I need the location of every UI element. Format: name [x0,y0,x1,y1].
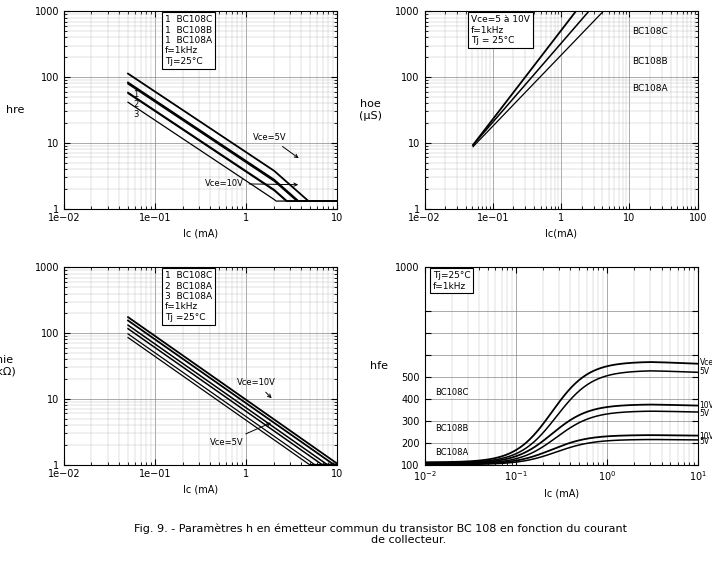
Text: 5V: 5V [700,409,710,418]
Text: 3: 3 [133,110,138,119]
X-axis label: Ic (mA): Ic (mA) [544,489,579,499]
Text: Vce=10V: Vce=10V [204,179,297,188]
Text: BC108A: BC108A [632,84,668,93]
Text: 5V: 5V [700,367,710,376]
Text: BC108C: BC108C [632,27,668,36]
Text: 10V: 10V [700,401,712,410]
Text: BC108B: BC108B [632,57,668,66]
Text: Vce=10V: Vce=10V [700,358,712,367]
Text: 1: 1 [133,89,138,98]
Y-axis label: hoe
(µS): hoe (µS) [359,99,382,121]
Text: 1  BC108C
1  BC108B
1  BC108A
f=1kHz
Tj=25°C: 1 BC108C 1 BC108B 1 BC108A f=1kHz Tj=25°… [165,15,212,66]
Y-axis label: hie
(kΩ): hie (kΩ) [0,355,16,377]
Y-axis label: hfe: hfe [370,361,387,371]
Text: Vce=5V: Vce=5V [253,133,298,157]
Text: Fig. 9. - Paramètres h en émetteur commun du transistor BC 108 en fonction du co: Fig. 9. - Paramètres h en émetteur commu… [135,524,627,546]
Text: BC108C: BC108C [435,388,468,397]
Text: 10V: 10V [700,432,712,441]
Text: Vce=5 à 10V
f=1kHz
Tj = 25°C: Vce=5 à 10V f=1kHz Tj = 25°C [471,15,530,45]
Text: Tj=25°C
f=1kHz: Tj=25°C f=1kHz [433,271,471,291]
Text: 1  BC108C
2  BC108A
3  BC108A
f=1kHz
Tj =25°C: 1 BC108C 2 BC108A 3 BC108A f=1kHz Tj =25… [165,271,212,322]
X-axis label: Ic (mA): Ic (mA) [183,229,218,239]
Text: Vce=10V: Vce=10V [237,379,276,397]
Text: 2: 2 [133,100,138,109]
Y-axis label: hre: hre [6,105,24,115]
X-axis label: Ic(mA): Ic(mA) [545,229,577,239]
Text: BC108A: BC108A [435,448,468,457]
Text: Vce=5V: Vce=5V [210,423,270,447]
Text: BC108B: BC108B [435,424,468,433]
Text: 5V: 5V [700,437,710,446]
X-axis label: Ic (mA): Ic (mA) [183,485,218,495]
